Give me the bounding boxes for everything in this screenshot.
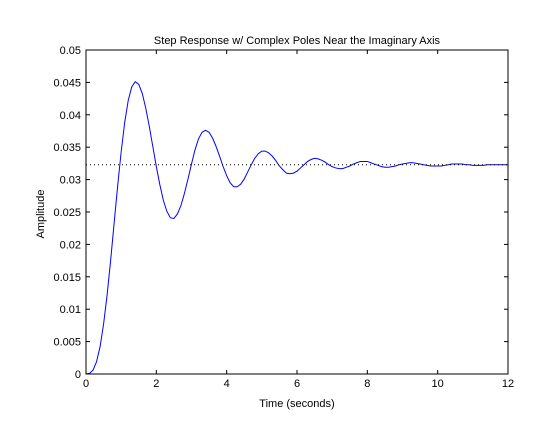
chart-title: Step Response w/ Complex Poles Near the … <box>154 35 441 47</box>
y-tick-label: 0.005 <box>53 337 81 349</box>
x-tick-label: 12 <box>502 378 514 390</box>
y-tick-label: 0.045 <box>53 77 81 89</box>
y-tick-label: 0.015 <box>53 272 81 284</box>
tick-layer: 0 2 4 6 8 10 12 0 0.005 0.01 0.015 0.02 0.025 0.03 0.0… <box>53 45 514 390</box>
x-axis-label: Time (seconds) <box>259 398 334 410</box>
x-tick-label: 4 <box>224 378 230 390</box>
y-tick-label: 0.03 <box>60 175 81 187</box>
series-layer <box>85 81 508 375</box>
y-tick-label: 0.02 <box>60 239 81 251</box>
y-tick-label: 0.01 <box>60 304 81 316</box>
x-tick-label: 0 <box>83 378 89 390</box>
x-tick-label: 6 <box>294 378 300 390</box>
y-tick-label: 0 <box>75 369 81 381</box>
step-response-line <box>85 81 508 375</box>
y-tick-label: 0.025 <box>53 207 81 219</box>
x-tick-label: 10 <box>432 378 444 390</box>
x-tick-label: 2 <box>153 378 159 390</box>
y-axis-label: Amplitude <box>35 190 47 239</box>
y-tick-label: 0.04 <box>60 110 81 122</box>
x-tick-label: 8 <box>364 378 370 390</box>
y-tick-label: 0.035 <box>53 142 81 154</box>
y-tick-label: 0.05 <box>60 45 81 57</box>
plot-area <box>86 50 508 374</box>
